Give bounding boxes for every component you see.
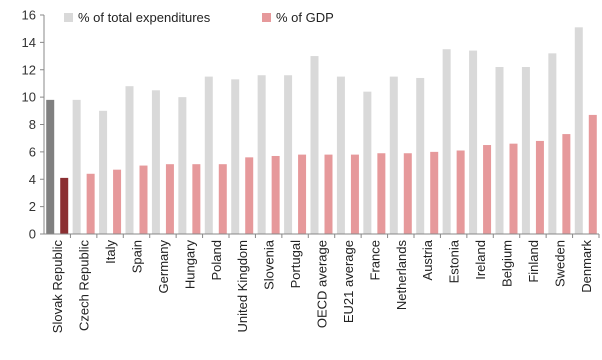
bar-gdp xyxy=(562,134,571,234)
bar-total-expenditures xyxy=(336,76,345,234)
bar-gdp xyxy=(483,145,492,234)
y-tick-label: 0 xyxy=(29,227,36,242)
bar-total-expenditures xyxy=(574,27,583,234)
x-tick-label: Italy xyxy=(103,240,118,264)
x-tick-label: Netherlands xyxy=(394,240,409,311)
bar-gdp xyxy=(350,154,359,234)
x-tick-label: Germany xyxy=(156,240,171,294)
x-tick-label: Slovenia xyxy=(262,239,277,290)
bar-gdp xyxy=(218,164,227,234)
bar-gdp xyxy=(139,165,148,234)
bar-total-expenditures xyxy=(204,76,213,234)
x-tick-label: Hungary xyxy=(182,240,197,290)
y-tick-label: 10 xyxy=(22,90,36,105)
y-tick-label: 12 xyxy=(22,62,36,77)
y-tick-label: 4 xyxy=(29,172,36,187)
bar-total-expenditures xyxy=(46,99,55,234)
bar-total-expenditures xyxy=(495,67,504,234)
x-tick-label: Czech Republic xyxy=(77,240,92,332)
legend-label-gdp: % of GDP xyxy=(276,10,334,25)
x-tick-label: Ireland xyxy=(473,240,488,280)
bar-gdp xyxy=(588,114,597,234)
bar-total-expenditures xyxy=(125,86,134,234)
x-tick-label: Poland xyxy=(209,240,224,280)
bar-gdp xyxy=(192,164,201,234)
y-axis: 0 2 4 6 8 10 12 14 16 xyxy=(22,8,45,242)
y-tick-label: 8 xyxy=(29,117,36,132)
bar-total-expenditures xyxy=(99,110,108,234)
x-tick-label: United Kingdom xyxy=(235,240,250,332)
x-tick-label: Estonia xyxy=(447,239,462,283)
x-tick-label: Finland xyxy=(526,240,541,283)
bar-gdp xyxy=(86,173,95,234)
bar-gdp xyxy=(113,169,122,234)
bar-gdp xyxy=(456,150,465,234)
x-tick-label: OECD average xyxy=(315,240,330,328)
bar-gdp xyxy=(509,143,518,234)
legend-label-total-expenditures: % of total expenditures xyxy=(78,10,211,25)
bar-gdp xyxy=(377,153,386,234)
bar-total-expenditures xyxy=(284,75,293,234)
bar-total-expenditures xyxy=(469,50,478,235)
bar-total-expenditures xyxy=(548,53,557,235)
x-tick-label: Belgium xyxy=(500,240,515,287)
bar-total-expenditures xyxy=(416,77,425,235)
bar-gdp xyxy=(298,154,307,234)
bar-gdp xyxy=(403,153,412,234)
bar-total-expenditures xyxy=(389,76,398,234)
bars xyxy=(46,27,597,235)
bar-total-expenditures xyxy=(257,75,266,234)
legend: % of total expenditures % of GDP xyxy=(64,10,334,25)
y-tick-label: 6 xyxy=(29,144,36,159)
x-tick-label: Spain xyxy=(130,240,145,273)
bar-total-expenditures xyxy=(363,91,372,235)
x-tick-label: Portugal xyxy=(288,240,303,289)
bar-gdp xyxy=(165,164,174,234)
x-axis: Slovak Republic Czech Republic Italy Spain G… xyxy=(44,233,600,334)
bar-total-expenditures xyxy=(521,67,530,234)
bar-gdp xyxy=(60,177,69,234)
x-tick-label: Denmark xyxy=(579,240,594,293)
bar-total-expenditures xyxy=(72,99,81,234)
y-tick-label: 14 xyxy=(22,35,36,50)
bar-total-expenditures xyxy=(442,49,451,234)
bar-gdp xyxy=(430,151,439,234)
bar-total-expenditures xyxy=(310,56,319,234)
x-tick-label: Slovak Republic xyxy=(50,240,65,334)
bar-gdp xyxy=(271,155,280,234)
bar-gdp xyxy=(535,140,544,234)
y-tick-label: 16 xyxy=(22,8,36,23)
bar-total-expenditures xyxy=(231,79,240,234)
bar-gdp xyxy=(324,154,333,234)
bar-total-expenditures xyxy=(151,90,160,234)
x-tick-label: EU21 average xyxy=(341,240,356,323)
legend-swatch-total-expenditures xyxy=(64,13,73,22)
bar-gdp xyxy=(245,157,254,234)
x-tick-label: Austria xyxy=(420,239,435,280)
y-tick-label: 2 xyxy=(29,199,36,214)
x-tick-label: Sweden xyxy=(552,240,567,287)
bar-total-expenditures xyxy=(178,97,187,234)
legend-swatch-gdp xyxy=(262,13,271,22)
x-tick-label: France xyxy=(367,240,382,280)
